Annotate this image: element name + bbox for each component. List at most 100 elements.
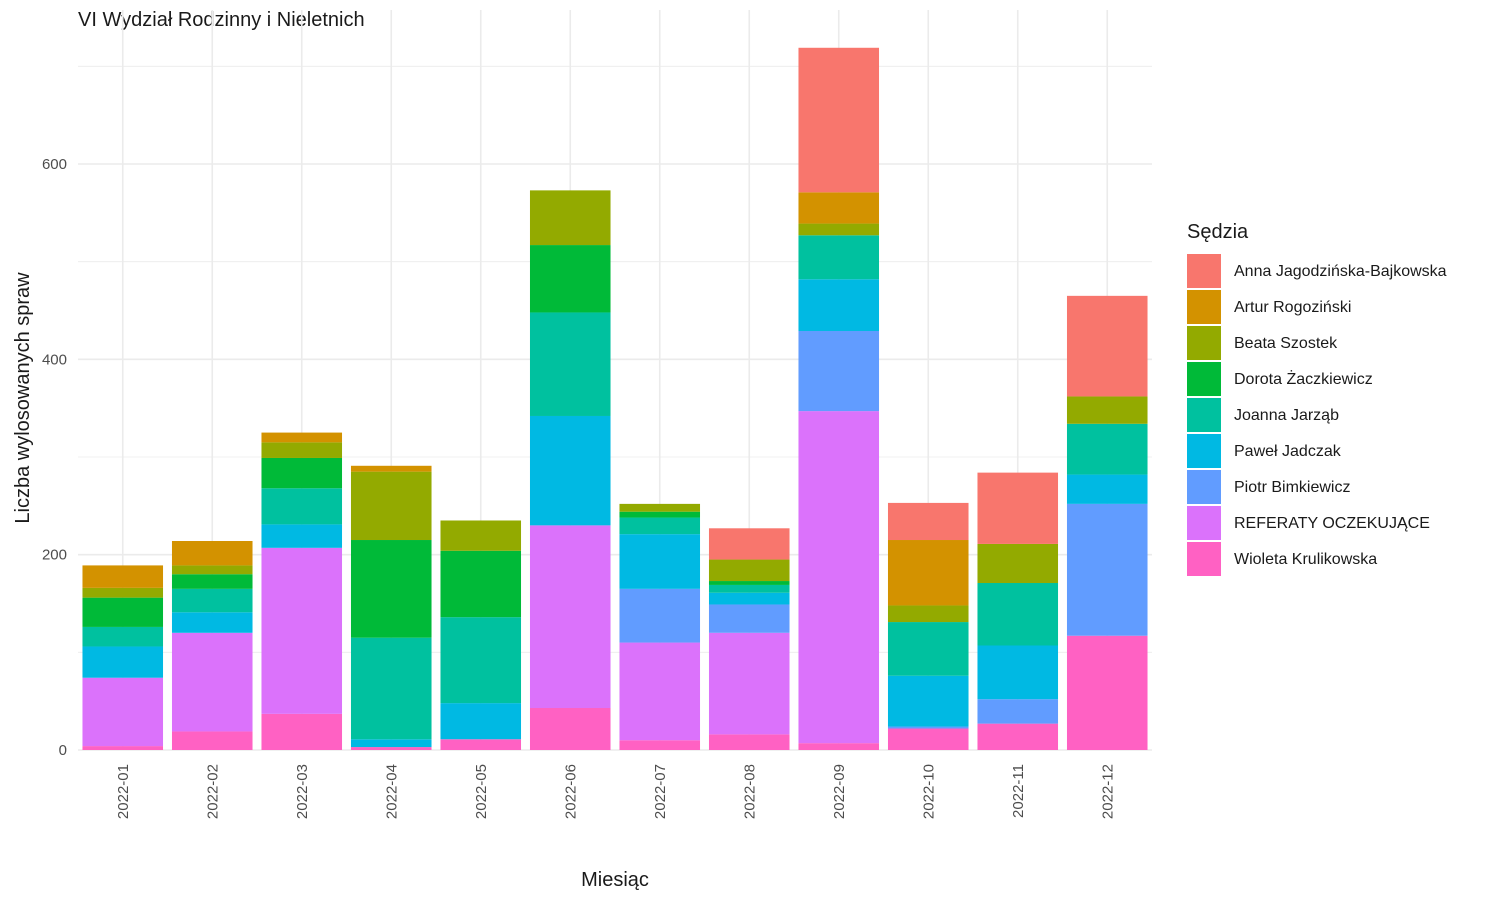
- legend: Sędzia Anna Jagodzińska-Bajkowska Artur R…: [1187, 221, 1447, 576]
- bar-segment: [261, 713, 343, 750]
- bar-segment: [529, 245, 611, 313]
- bars: [82, 47, 1148, 750]
- bar-segment: [798, 235, 880, 280]
- bar-segment: [440, 550, 522, 618]
- bar-segment: [82, 626, 164, 647]
- bar-segment: [261, 488, 343, 525]
- bar-segment: [619, 511, 701, 518]
- bar-segment: [529, 525, 611, 709]
- bar-segment: [1066, 295, 1148, 397]
- bar-segment: [440, 739, 522, 750]
- bar-segment: [1066, 503, 1148, 636]
- bar-segment: [708, 632, 790, 735]
- chart-title: VI Wydział Rodzinny i Nieletnich: [78, 9, 365, 31]
- bar-segment: [708, 559, 790, 582]
- bar-segment: [171, 731, 253, 750]
- bar-segment: [82, 597, 164, 627]
- bar-segment: [798, 192, 880, 224]
- x-tick-label: 2022-01: [115, 764, 132, 819]
- legend-key: [1187, 434, 1221, 468]
- bar-segment: [350, 637, 432, 740]
- bar-segment: [619, 517, 701, 535]
- bar-segment: [977, 472, 1059, 544]
- bar-segment: [529, 190, 611, 246]
- bar-segment: [619, 588, 701, 643]
- bar-segment: [440, 703, 522, 740]
- x-tick-label: 2022-07: [652, 764, 669, 819]
- y-tick-label: 200: [42, 547, 67, 564]
- x-tick-label: 2022-03: [294, 764, 311, 819]
- bar-segment: [261, 524, 343, 548]
- legend-key: [1187, 398, 1221, 432]
- x-tick-label: 2022-09: [831, 764, 848, 819]
- bar-segment: [261, 432, 343, 443]
- x-tick-label: 2022-12: [1099, 764, 1116, 819]
- bar-segment: [887, 726, 969, 729]
- bar-segment: [82, 746, 164, 750]
- bar-segment: [798, 411, 880, 744]
- x-axis-title: Miesiąc: [581, 869, 649, 891]
- bar-segment: [708, 734, 790, 750]
- y-tick-label: 0: [59, 742, 67, 759]
- legend-key: [1187, 362, 1221, 396]
- y-axis-title: Liczba wylosowanych spraw: [12, 272, 34, 524]
- bar-segment: [82, 565, 164, 588]
- bar-segment: [529, 708, 611, 750]
- bar-segment: [261, 442, 343, 458]
- bar-segment: [798, 331, 880, 412]
- bar-segment: [887, 540, 969, 606]
- bar-segment: [261, 547, 343, 714]
- bar-segment: [977, 645, 1059, 700]
- bar-segment: [529, 312, 611, 416]
- x-tick-label: 2022-04: [383, 764, 400, 819]
- bar-segment: [708, 592, 790, 605]
- x-tick-label: 2022-05: [473, 764, 490, 819]
- legend-key: [1187, 542, 1221, 576]
- legend-key: [1187, 290, 1221, 324]
- legend-key: [1187, 470, 1221, 504]
- bar-segment: [977, 543, 1059, 583]
- x-tick-label: 2022-02: [204, 764, 221, 819]
- bar-segment: [1066, 474, 1148, 504]
- legend-label: Joanna Jarząb: [1234, 407, 1339, 424]
- bar-segment: [171, 612, 253, 633]
- bar-segment: [350, 747, 432, 750]
- legend-label: Piotr Bimkiewicz: [1234, 479, 1350, 496]
- y-tick-labels: 0 200 400 600: [42, 156, 67, 759]
- x-tick-labels: 2022-01 2022-02 2022-03 2022-04 2022-05 2022-…: [115, 764, 1117, 819]
- bar-segment: [977, 699, 1059, 724]
- legend-label: Dorota Żaczkiewicz: [1234, 369, 1373, 388]
- legend-key: [1187, 326, 1221, 360]
- bar-segment: [1066, 423, 1148, 475]
- bar-segment: [708, 584, 790, 593]
- bar-segment: [887, 622, 969, 676]
- legend-key: [1187, 254, 1221, 288]
- bar-segment: [798, 279, 880, 332]
- bar-segment: [798, 223, 880, 236]
- bar-segment: [619, 534, 701, 589]
- bar-segment: [977, 582, 1059, 646]
- bar-segment: [171, 632, 253, 732]
- x-tick-label: 2022-10: [920, 764, 937, 819]
- bar-segment: [708, 528, 790, 560]
- bar-segment: [261, 457, 343, 489]
- bar-segment: [350, 739, 432, 748]
- bar-segment: [619, 740, 701, 750]
- bar-segment: [1066, 635, 1148, 750]
- bar-segment: [708, 581, 790, 585]
- legend-label: Anna Jagodzińska-Bajkowska: [1234, 263, 1447, 280]
- bar-segment: [171, 588, 253, 613]
- bar-segment: [887, 502, 969, 541]
- bar-segment: [887, 675, 969, 727]
- bar-segment: [1066, 396, 1148, 424]
- bar-segment: [708, 604, 790, 633]
- bar-segment: [619, 642, 701, 741]
- x-tick-label: 2022-11: [1010, 764, 1027, 818]
- bar-segment: [798, 743, 880, 750]
- bar-segment: [171, 540, 253, 566]
- bar-segment: [887, 728, 969, 750]
- bar-segment: [350, 540, 432, 638]
- legend-title: Sędzia: [1187, 221, 1249, 243]
- legend-label: Beata Szostek: [1234, 335, 1338, 352]
